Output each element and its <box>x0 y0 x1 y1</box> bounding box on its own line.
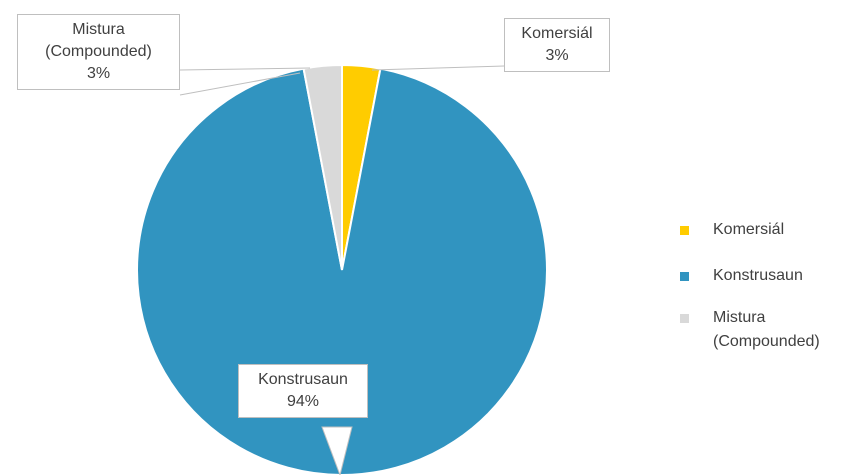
data-label: Konstrusaun 94% <box>238 364 368 418</box>
data-label-value: 94% <box>286 393 320 410</box>
data-label-category: Mistura (Compounded) <box>45 21 152 60</box>
data-label-value: 3% <box>86 65 111 82</box>
legend-swatch <box>680 272 689 281</box>
legend-label: Komersiál <box>713 221 785 238</box>
legend-swatch <box>680 314 689 323</box>
data-label: Mistura (Compounded) 3% <box>17 14 180 90</box>
legend-label: Mistura (Compounded) <box>713 309 820 350</box>
leader-line <box>179 72 301 96</box>
callout-pointer <box>321 426 353 475</box>
leader-line <box>179 67 311 71</box>
pie-slice <box>302 63 343 271</box>
legend-swatch <box>680 226 689 235</box>
leader-line <box>371 65 505 71</box>
legend-label: Konstrusaun <box>713 267 803 284</box>
data-label-category: Komersiál <box>521 25 593 42</box>
data-label-value: 3% <box>545 47 569 64</box>
data-label-category: Konstrusaun <box>258 371 348 388</box>
data-label: Komersiál 3% <box>504 18 610 72</box>
